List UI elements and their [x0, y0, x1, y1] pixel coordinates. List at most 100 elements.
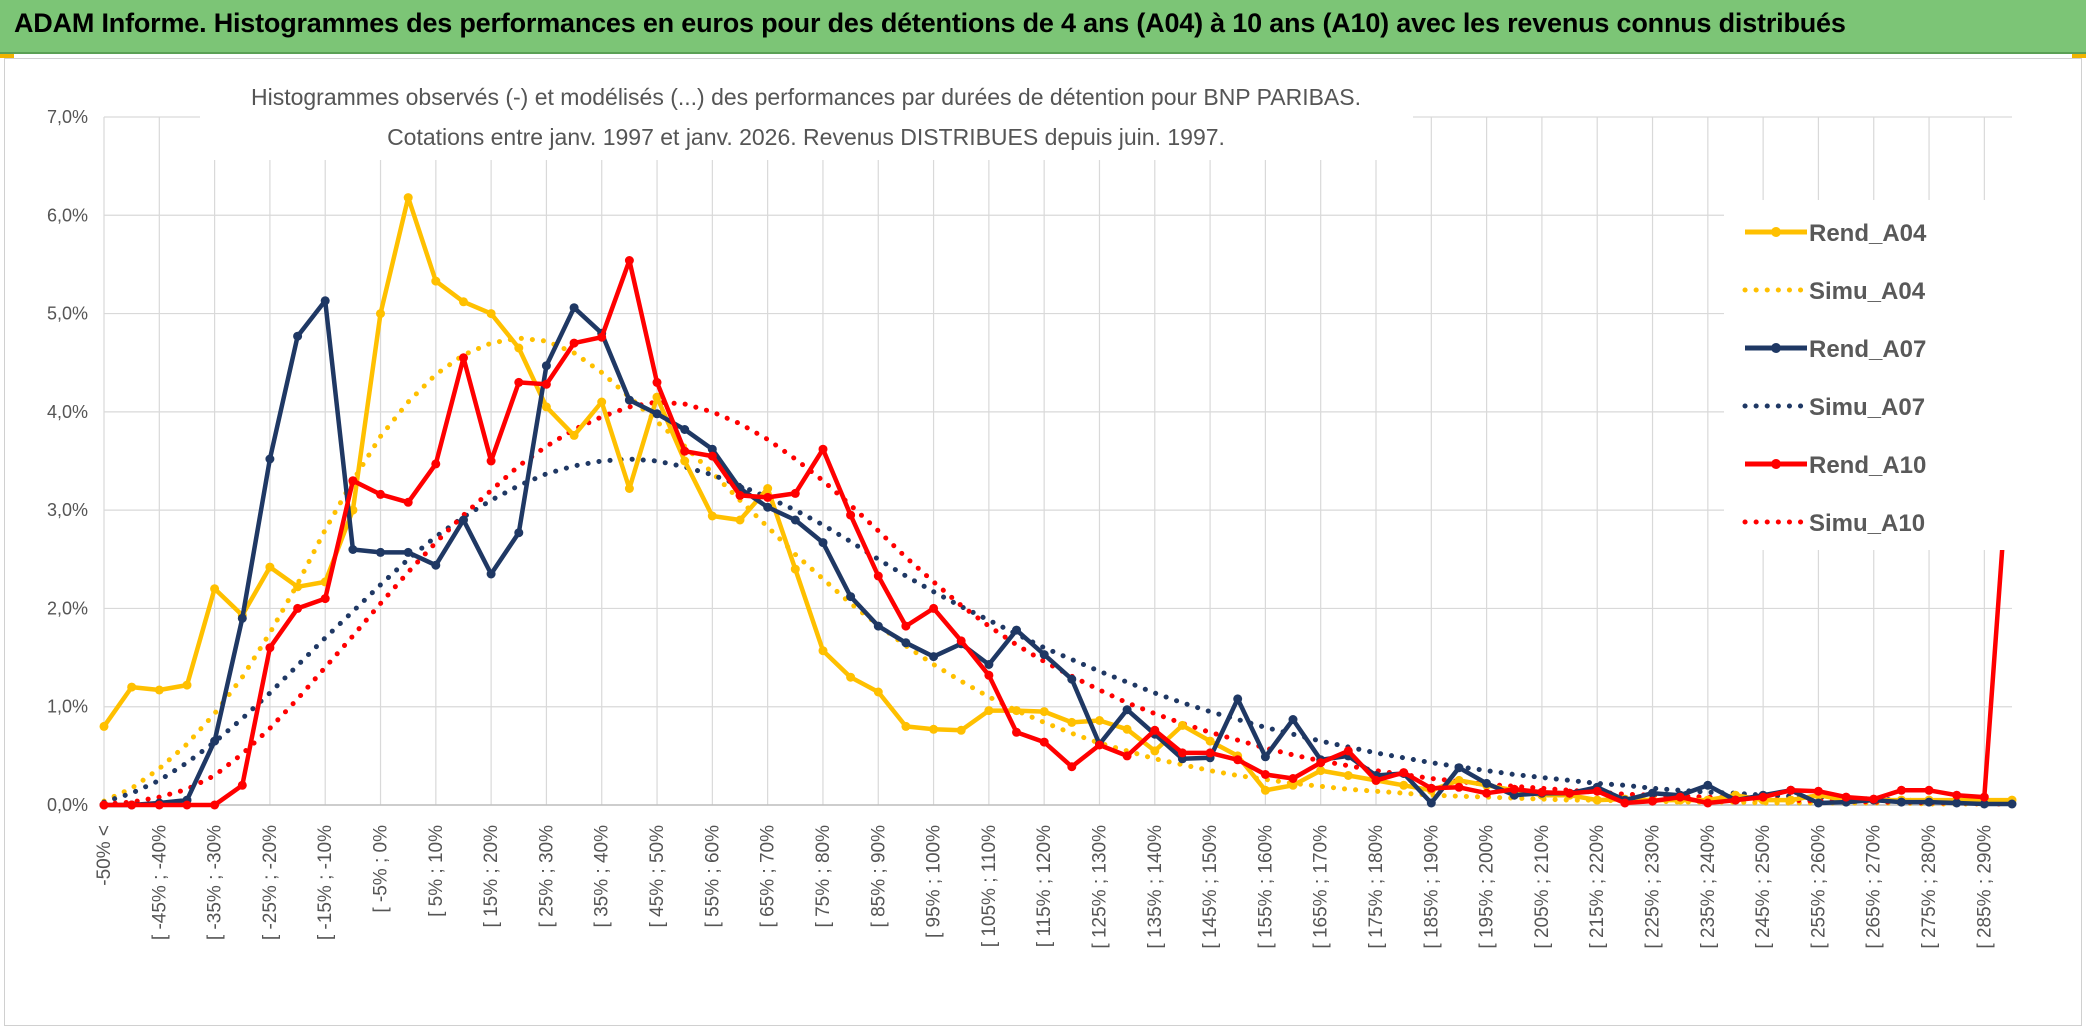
point-rend-a10: [1260, 770, 1270, 779]
point-rend-a10: [624, 256, 634, 265]
x-tick-label: [ 135% ; 140%: [1145, 825, 1166, 949]
point-rend-a10: [541, 379, 551, 389]
point-rend-a04: [956, 725, 966, 735]
point-rend-a07: [376, 547, 385, 557]
point-rend-a10: [1813, 786, 1823, 796]
point-rend-a07: [873, 621, 883, 631]
point-rend-a10: [1565, 788, 1575, 798]
point-rend-a10: [790, 488, 800, 498]
point-rend-a04: [1177, 720, 1187, 730]
point-rend-a04: [459, 297, 468, 307]
point-rend-a07: [514, 528, 524, 538]
x-tick-label: [ 65% ; 70%: [758, 825, 779, 928]
point-rend-a10: [1233, 755, 1243, 765]
point-rend-a04: [624, 484, 634, 493]
point-rend-a10: [1316, 758, 1326, 768]
point-rend-a10: [652, 377, 662, 387]
point-rend-a07: [1122, 705, 1132, 715]
y-tick-label: 2,0%: [47, 598, 88, 618]
x-axis-ticks: -50% < [ -45% ; -40% [ -35% ; -30% [ -25% ;…: [94, 825, 1995, 949]
point-rend-a10: [1399, 768, 1409, 778]
point-rend-a10: [569, 338, 579, 348]
point-rend-a04: [790, 564, 800, 574]
point-rend-a10: [1371, 775, 1381, 785]
point-rend-a10: [1150, 725, 1160, 735]
point-rend-a10: [1288, 774, 1298, 783]
point-rend-a10: [1067, 762, 1077, 772]
chart-frame: [4, 58, 2082, 1026]
legend-label-rend-a10: Rend_A10: [1809, 452, 1926, 479]
point-rend-a04: [1039, 707, 1049, 717]
point-rend-a10: [1205, 748, 1215, 758]
point-rend-a07: [984, 660, 994, 669]
point-rend-a04: [1399, 780, 1409, 790]
point-rend-a10: [1841, 792, 1851, 802]
point-rend-a04: [210, 584, 220, 594]
header-banner: ADAM Informe. Histogrammes des performan…: [0, 0, 2086, 54]
point-rend-a10: [1703, 798, 1713, 808]
y-tick-label: 4,0%: [47, 402, 88, 422]
point-rend-a10: [99, 800, 109, 810]
point-rend-a07: [624, 395, 634, 405]
point-rend-a07: [1012, 625, 1021, 635]
point-rend-a04: [1067, 717, 1077, 727]
x-tick-label: [ -45% ; -40%: [149, 825, 170, 940]
point-rend-a10: [901, 621, 911, 631]
point-rend-a04: [403, 193, 413, 203]
point-rend-a07: [818, 538, 828, 548]
point-rend-a07: [1648, 788, 1657, 798]
point-rend-a10: [1012, 727, 1021, 737]
point-rend-a07: [1426, 798, 1436, 808]
point-rend-a10: [1924, 785, 1934, 795]
point-rend-a07: [1952, 798, 1962, 808]
legend-label-simu-a07: Simu_A07: [1809, 394, 1925, 421]
point-rend-a04: [1150, 746, 1160, 756]
x-tick-label: [ 45% ; 50%: [647, 825, 668, 928]
point-rend-a10: [376, 489, 385, 499]
y-tick-label: 6,0%: [47, 205, 88, 225]
point-rend-a10: [1869, 794, 1879, 804]
point-rend-a10: [1426, 783, 1436, 793]
point-rend-a04: [376, 309, 385, 319]
point-rend-a07: [1813, 798, 1823, 808]
point-rend-a10: [431, 459, 441, 469]
point-rend-a10: [127, 800, 137, 810]
legend-marker-point-rend-a04: [1771, 227, 1781, 237]
series-rend-a10: [99, 256, 2017, 810]
x-tick-label: [ -35% ; -30%: [205, 825, 226, 940]
point-rend-a07: [1979, 799, 1989, 809]
x-tick-label: [ 35% ; 40%: [592, 825, 613, 928]
point-rend-a04: [597, 397, 607, 407]
y-tick-label: 0,0%: [47, 795, 88, 815]
x-tick-label: [ 105% ; 110%: [979, 825, 1000, 947]
point-rend-a10: [1675, 792, 1685, 802]
point-rend-a04: [1288, 780, 1298, 790]
x-tick-label: [ 55% ; 60%: [702, 825, 723, 928]
point-rend-a07: [1288, 715, 1298, 724]
point-rend-a10: [1620, 798, 1630, 808]
point-rend-a07: [1067, 674, 1077, 684]
point-rend-a10: [1454, 782, 1464, 792]
point-rend-a04: [486, 309, 496, 319]
point-rend-a10: [459, 353, 468, 363]
point-rend-a04: [569, 430, 579, 440]
series-rend-a10-line: [104, 258, 2015, 808]
point-rend-a04: [901, 721, 911, 731]
x-tick-label: [ 145% ; 150%: [1200, 825, 1221, 949]
point-rend-a10: [320, 594, 330, 604]
point-rend-a10: [956, 636, 966, 646]
point-rend-a07: [237, 613, 247, 623]
x-tick-label: [ -25% ; -20%: [260, 825, 281, 940]
point-rend-a04: [652, 392, 662, 402]
point-rend-a10: [154, 800, 164, 810]
x-tick-label: [ -5% ; 0%: [371, 825, 392, 913]
point-rend-a10: [597, 332, 607, 342]
point-rend-a04: [1454, 775, 1464, 785]
x-tick-label: [ 185% ; 190%: [1421, 825, 1442, 949]
point-rend-a10: [735, 490, 745, 500]
point-rend-a10: [1509, 784, 1519, 794]
x-tick-label: [ 255% ; 260%: [1808, 825, 1829, 949]
y-tick-label: 3,0%: [47, 500, 88, 520]
x-tick-label: [ 175% ; 180%: [1366, 825, 1387, 949]
